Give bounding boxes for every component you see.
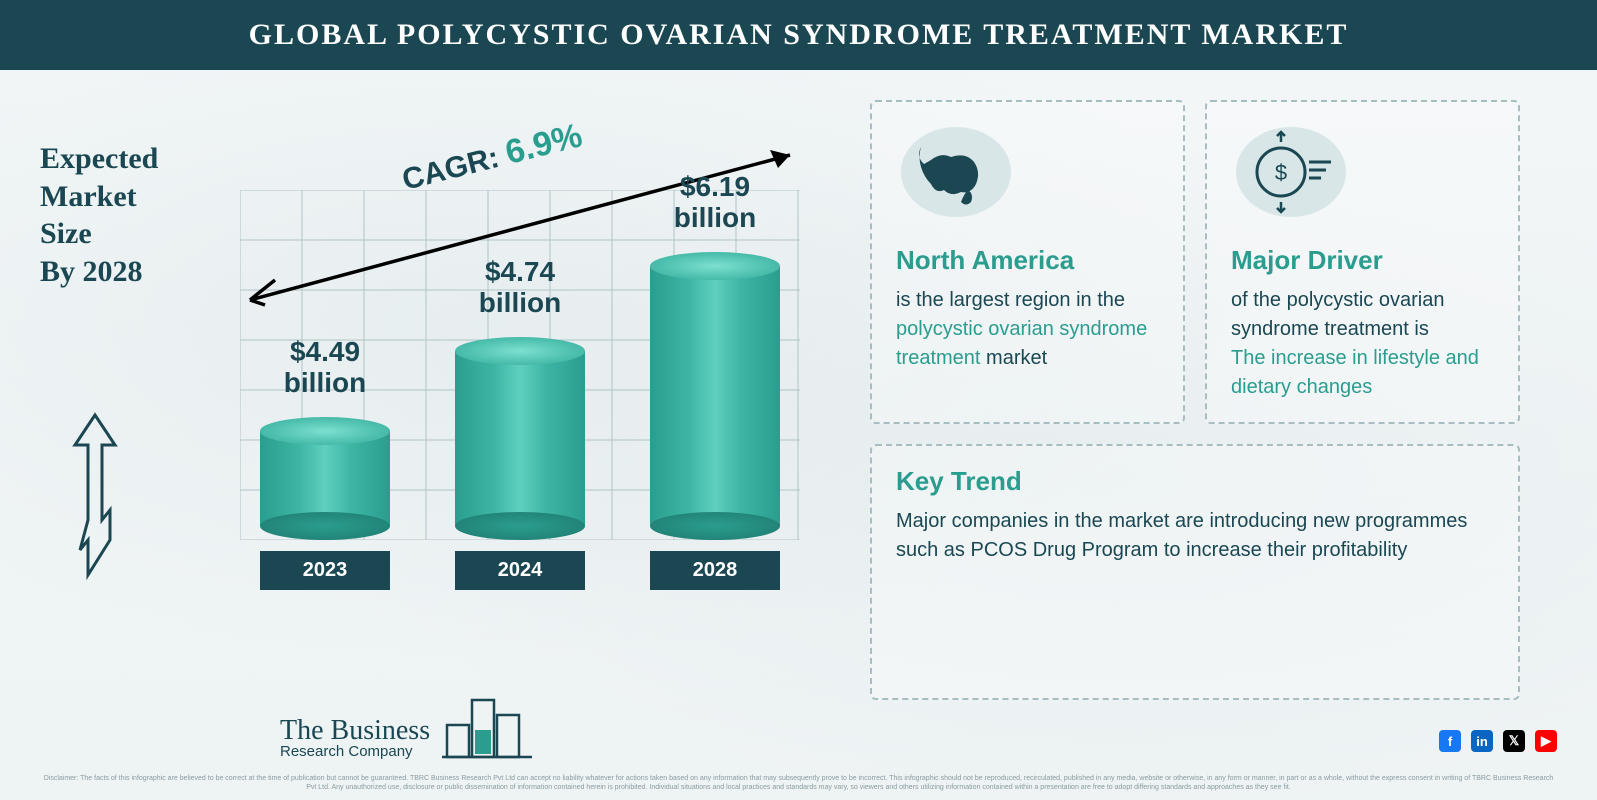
card-title: North America <box>896 245 1159 276</box>
page-title: GLOBAL POLYCYSTIC OVARIAN SYNDROME TREAT… <box>249 18 1349 51</box>
footer: The Business Research Company f in 𝕏 ▶ D… <box>0 710 1597 800</box>
facebook-icon[interactable]: f <box>1439 730 1461 752</box>
logo-bars-icon <box>442 690 532 760</box>
chart-bar-2023: $4.49 billion 2023 <box>260 417 390 540</box>
main-content: ExpectedMarketSizeBy 2028 <box>0 70 1597 710</box>
chart-panel: ExpectedMarketSizeBy 2028 <box>0 70 860 710</box>
card-title: Major Driver <box>1231 245 1494 276</box>
bar-value: $6.19 billion <box>640 172 790 234</box>
bar-year-label: 2024 <box>455 551 585 590</box>
page-title-bar: GLOBAL POLYCYSTIC OVARIAN SYNDROME TREAT… <box>0 0 1597 70</box>
card-region: North America is the largest region in t… <box>870 100 1185 424</box>
card-text: Major companies in the market are introd… <box>896 507 1494 565</box>
card-text: is the largest region in the polycystic … <box>896 286 1159 373</box>
logo-line2: Research Company <box>280 743 430 760</box>
chart-title: ExpectedMarketSizeBy 2028 <box>40 140 158 290</box>
chart-bar-2028: $6.19 billion 2028 <box>650 252 780 540</box>
bar-chart: CAGR: 6.9% $4.49 billion 2023 $4.74 bill… <box>240 110 810 600</box>
bar-year-label: 2028 <box>650 551 780 590</box>
growth-arrow-icon <box>60 410 130 580</box>
card-title: Key Trend <box>896 466 1494 497</box>
bar-value: $4.74 billion <box>445 257 595 319</box>
logo-line1: The Business <box>280 718 430 743</box>
youtube-icon[interactable]: ▶ <box>1535 730 1557 752</box>
bar-year-label: 2023 <box>260 551 390 590</box>
north-america-icon <box>896 122 1016 222</box>
bar-value: $4.49 billion <box>250 337 400 399</box>
svg-text:$: $ <box>1275 160 1287 185</box>
info-cards-panel: North America is the largest region in t… <box>860 70 1560 710</box>
social-icons: f in 𝕏 ▶ <box>1439 730 1557 752</box>
x-twitter-icon[interactable]: 𝕏 <box>1503 730 1525 752</box>
card-text: of the polycystic ovarian syndrome treat… <box>1231 286 1494 402</box>
card-driver: $ Major Driver of the polycystic ovarian… <box>1205 100 1520 424</box>
disclaimer-text: Disclaimer: The facts of this infographi… <box>40 774 1557 792</box>
market-driver-icon: $ <box>1231 122 1351 222</box>
linkedin-icon[interactable]: in <box>1471 730 1493 752</box>
card-row-top: North America is the largest region in t… <box>870 100 1520 424</box>
card-trend: Key Trend Major companies in the market … <box>870 444 1520 700</box>
chart-bar-2024: $4.74 billion 2024 <box>455 337 585 540</box>
company-logo: The Business Research Company <box>280 690 532 760</box>
